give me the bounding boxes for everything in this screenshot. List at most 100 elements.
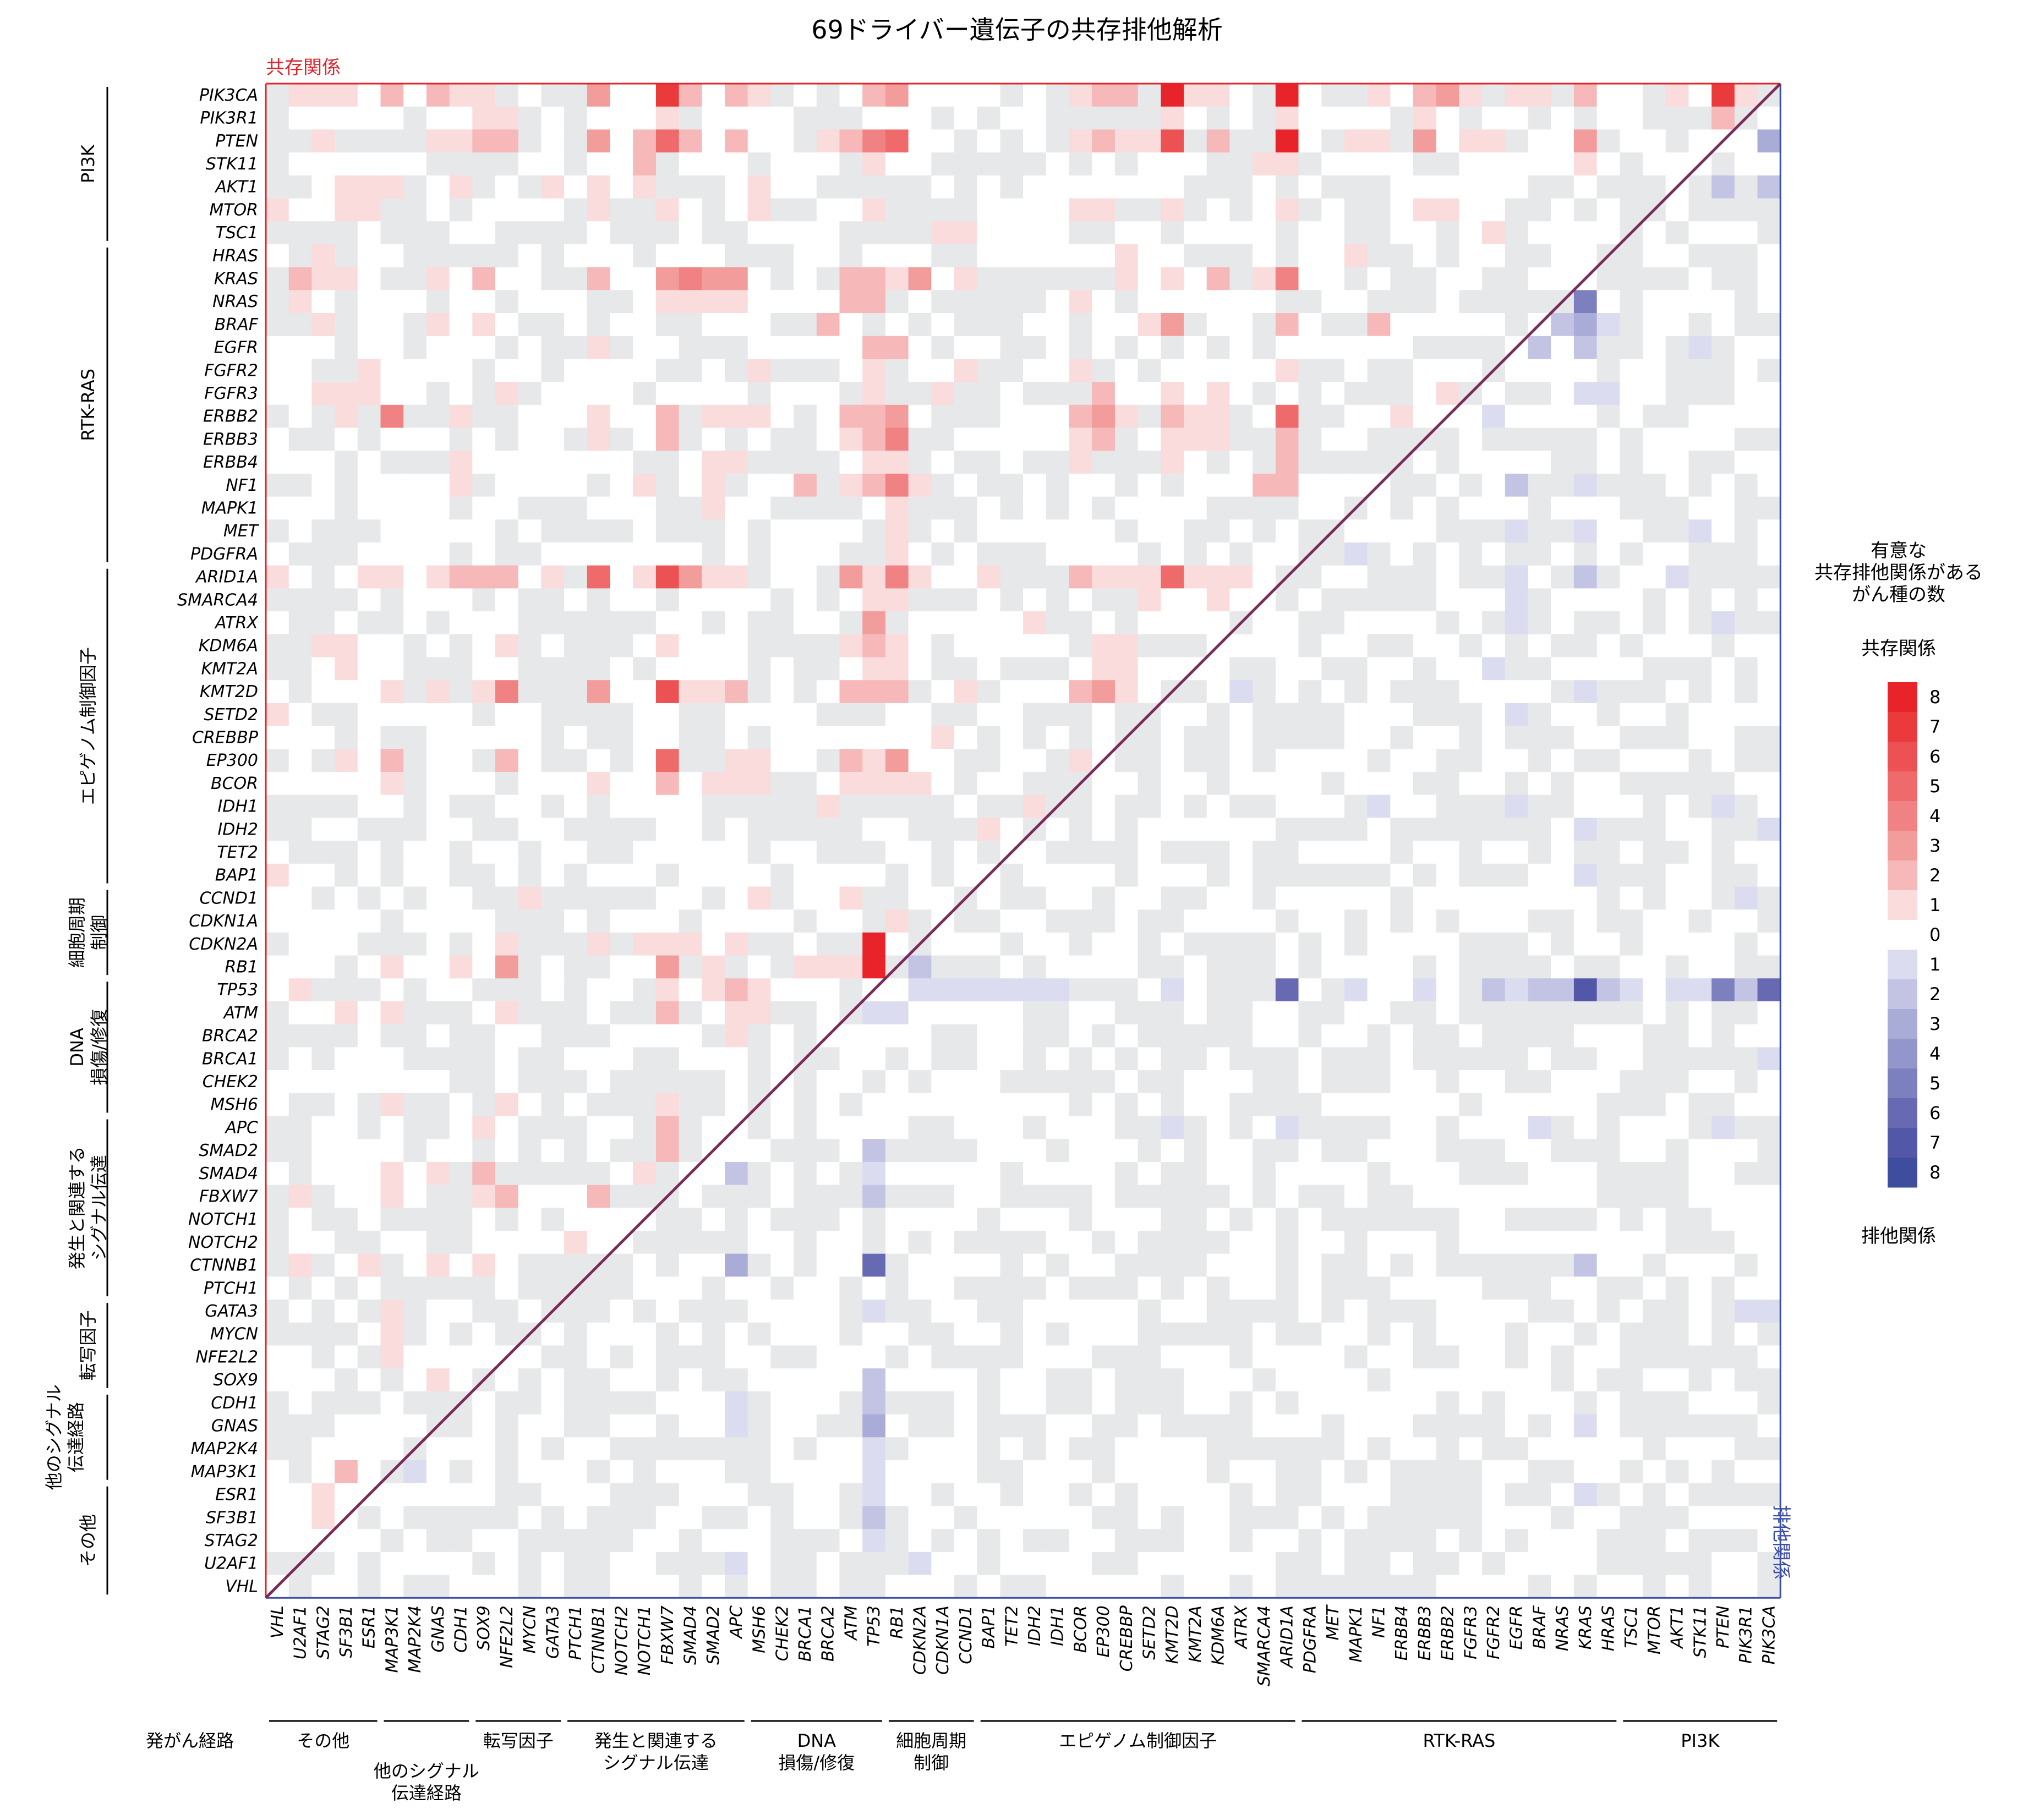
heatmap-cell [1161, 244, 1184, 268]
heatmap-cell [311, 1139, 335, 1163]
heatmap-cell [426, 1345, 450, 1369]
heatmap-cell [335, 657, 358, 681]
heatmap-cell [1184, 703, 1207, 727]
heatmap-cell [885, 1185, 909, 1208]
heatmap-cell [449, 152, 473, 176]
heatmap-cell [1046, 1552, 1070, 1576]
heatmap-cell [679, 1276, 702, 1300]
heatmap-cell [335, 588, 358, 612]
heatmap-cell [449, 175, 473, 199]
heatmap-cell [1069, 1139, 1092, 1163]
heatmap-cell [472, 703, 496, 727]
heatmap-cell [1413, 749, 1437, 772]
heatmap-cell [1367, 1575, 1391, 1598]
heatmap-cell [564, 451, 588, 474]
heatmap-cell [1505, 129, 1529, 153]
heatmap-cell [1138, 1116, 1161, 1139]
heatmap-cell [1000, 588, 1024, 612]
heatmap-cell [1229, 175, 1253, 199]
heatmap-cell [1321, 427, 1345, 451]
heatmap-cell [311, 336, 335, 359]
heatmap-cell [816, 198, 840, 222]
heatmap-cell [335, 359, 358, 382]
legend-tick: 6 [1929, 1103, 1940, 1123]
heatmap-cell [610, 152, 633, 176]
row-group-label-line: DNA [67, 1028, 88, 1067]
heatmap-cell [311, 359, 335, 382]
heatmap-cell [1206, 1483, 1230, 1506]
heatmap-cell [655, 451, 680, 474]
heatmap-cell [1573, 1300, 1598, 1323]
heatmap-cell [518, 1185, 542, 1208]
heatmap-cell [1643, 1047, 1666, 1071]
col-label: CTNNB1 [589, 1605, 609, 1674]
heatmap-cell [518, 1345, 542, 1369]
heatmap-cell [862, 863, 886, 887]
heatmap-cell [1138, 1575, 1161, 1598]
heatmap-cell [1023, 909, 1047, 933]
heatmap-cell [862, 1345, 886, 1369]
heatmap-cell [1000, 336, 1024, 359]
heatmap-cell [472, 1116, 496, 1139]
heatmap-cell [1161, 1506, 1184, 1530]
heatmap-cell [1298, 703, 1322, 727]
heatmap-cell [1092, 129, 1116, 153]
heatmap-cell [1229, 1047, 1253, 1071]
heatmap-cell [1551, 382, 1574, 405]
heatmap-cell [679, 106, 702, 130]
heatmap-cell [1184, 818, 1207, 841]
heatmap-cell [1184, 106, 1207, 130]
heatmap-cell [908, 84, 932, 107]
heatmap-cell [357, 1047, 381, 1071]
heatmap-cell [1459, 198, 1483, 222]
heatmap-cell [541, 1437, 565, 1461]
heatmap-cell [495, 841, 519, 864]
heatmap-cell [1229, 703, 1253, 727]
heatmap-cell [335, 451, 358, 474]
heatmap-cell [1092, 1070, 1116, 1094]
heatmap-cell [357, 1070, 381, 1094]
heatmap-cell [747, 451, 771, 474]
heatmap-cell [885, 451, 909, 474]
heatmap-cell [1551, 863, 1574, 887]
heatmap-cell [1275, 198, 1299, 222]
heatmap-cell [1482, 336, 1506, 359]
heatmap-cell [1413, 726, 1437, 749]
heatmap-cell [311, 1093, 335, 1117]
heatmap-cell [1390, 955, 1414, 979]
heatmap-cell [1596, 221, 1620, 245]
heatmap-cell [357, 175, 381, 199]
heatmap-cell [472, 1208, 496, 1231]
heatmap-cell [747, 336, 771, 359]
heatmap-cell [908, 680, 932, 704]
heatmap-cell [518, 1437, 542, 1461]
heatmap-cell [1688, 1483, 1712, 1506]
heatmap-cell [1092, 818, 1116, 841]
heatmap-cell [1734, 1460, 1758, 1484]
heatmap-cell [725, 519, 748, 543]
heatmap-cell [518, 451, 542, 474]
heatmap-cell [1665, 84, 1689, 107]
heatmap-cell [1665, 1575, 1689, 1598]
heatmap-cell [794, 749, 817, 772]
heatmap-cell [1298, 1529, 1322, 1553]
heatmap-cell [1253, 1231, 1276, 1254]
heatmap-cell [1184, 1345, 1207, 1369]
heatmap-cell [1161, 841, 1184, 864]
heatmap-cell [1459, 1001, 1483, 1025]
heatmap-cell [587, 1276, 611, 1300]
heatmap-cell [908, 588, 932, 612]
heatmap-cell [725, 1208, 748, 1231]
heatmap-cell [1459, 1391, 1483, 1415]
heatmap-cell [541, 1460, 565, 1484]
heatmap-cell [564, 106, 588, 130]
heatmap-cell [816, 1139, 840, 1163]
heatmap-cell [655, 680, 680, 704]
heatmap-cell [862, 1552, 886, 1576]
heatmap-cell [564, 473, 588, 497]
heatmap-cell [472, 794, 496, 818]
heatmap-cell [1184, 496, 1207, 520]
heatmap-cell [816, 542, 840, 566]
heatmap-cell [1482, 772, 1506, 796]
col-label: MSH6 [750, 1605, 769, 1653]
